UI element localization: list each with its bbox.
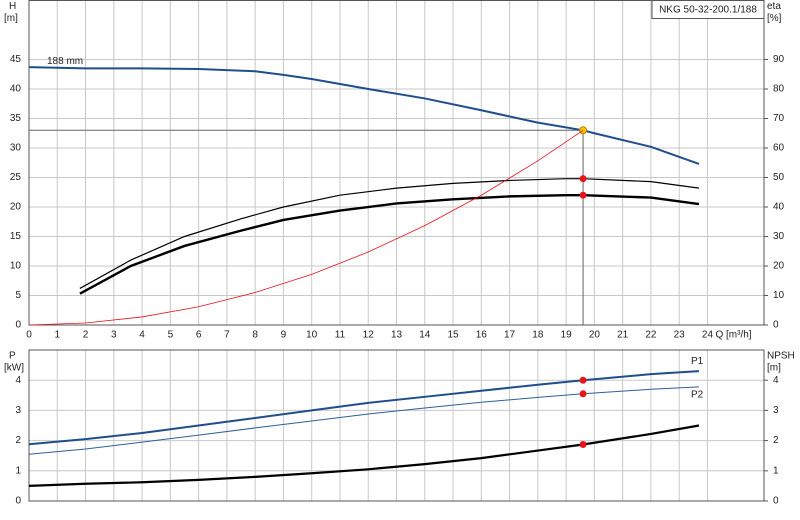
y-tick-label: 45 <box>10 54 22 65</box>
y2-tick-label: 40 <box>773 202 785 213</box>
x-tick-label: 17 <box>504 330 516 341</box>
y2-axis-label: NPSH <box>767 351 795 362</box>
x-tick-label: 11 <box>335 330 346 341</box>
y-tick-label: 1 <box>15 465 21 476</box>
x-tick-label: 20 <box>589 330 601 341</box>
x-tick-label: 6 <box>196 330 202 341</box>
x-tick-label: 5 <box>168 330 174 341</box>
y-tick-label: 0 <box>15 320 21 331</box>
curve <box>28 386 700 455</box>
y-tick-label: 30 <box>10 143 22 154</box>
plot-frame <box>28 349 765 502</box>
y2-tick-label: 2 <box>773 435 779 446</box>
x-tick-label: 19 <box>561 330 573 341</box>
x-tick-label: 0 <box>26 330 32 341</box>
duty-point <box>579 376 587 384</box>
x-tick-label: 3 <box>111 330 117 341</box>
y2-tick-label: 70 <box>773 113 785 124</box>
x-tick-label: 1 <box>54 330 60 341</box>
x-tick-label: 12 <box>363 330 375 341</box>
curve <box>79 194 700 295</box>
y2-tick-label: 80 <box>773 84 785 95</box>
y-tick-label: 15 <box>10 231 22 242</box>
y-axis-unit: [kW] <box>4 363 24 374</box>
x-tick-label: 23 <box>674 330 686 341</box>
y2-tick-label: 50 <box>773 172 785 183</box>
y-axis-label: P <box>9 351 16 362</box>
x-tick-label: 13 <box>391 330 403 341</box>
y-tick-label: 5 <box>15 290 21 301</box>
x-tick-label: 7 <box>224 330 230 341</box>
y2-tick-label: 20 <box>773 261 785 272</box>
x-tick-label: 9 <box>281 330 287 341</box>
y-tick-label: 35 <box>10 113 22 124</box>
title-box <box>651 0 765 19</box>
y2-tick-label: 0 <box>773 496 779 507</box>
duty-point <box>579 191 587 199</box>
y2-axis-unit: [m] <box>767 363 781 374</box>
y-axis-label: H <box>9 1 16 12</box>
duty-point <box>579 441 587 449</box>
y2-axis-label: eta <box>767 1 781 12</box>
curve <box>28 66 700 165</box>
duty-point <box>579 390 587 398</box>
y-tick-label: 40 <box>10 84 22 95</box>
y2-tick-label: 10 <box>773 290 785 301</box>
x-axis-label: Q [m³/h] <box>715 330 751 341</box>
y-tick-label: 20 <box>10 202 22 213</box>
duty-point <box>579 175 587 183</box>
y2-tick-label: 30 <box>773 231 785 242</box>
x-tick-label: 8 <box>252 330 258 341</box>
y-axis-unit: [m] <box>4 13 18 24</box>
y-tick-label: 2 <box>15 435 21 446</box>
x-tick-label: 10 <box>306 330 318 341</box>
y-tick-label: 3 <box>15 405 21 416</box>
y2-tick-label: 90 <box>773 54 785 65</box>
y2-tick-label: 1 <box>773 465 779 476</box>
series-label: P2 <box>691 389 704 400</box>
y2-tick-label: 4 <box>773 375 779 386</box>
x-tick-label: 14 <box>419 330 431 341</box>
y2-tick-label: 60 <box>773 143 785 154</box>
y2-tick-label: 3 <box>773 405 779 416</box>
series-label: 188 mm <box>47 56 83 67</box>
x-tick-label: 21 <box>617 330 629 341</box>
x-tick-label: 16 <box>476 330 488 341</box>
y2-axis-unit: [%] <box>767 13 782 24</box>
plot-frame <box>28 0 765 326</box>
curve <box>28 129 584 326</box>
x-tick-label: 15 <box>447 330 459 341</box>
chart-title: NKG 50-32-200.1/188 <box>659 5 757 16</box>
y2-tick-label: 0 <box>773 320 779 331</box>
x-tick-label: 22 <box>645 330 657 341</box>
y-tick-label: 25 <box>10 172 22 183</box>
x-tick-label: 24 <box>702 330 714 341</box>
curve <box>28 370 700 446</box>
x-tick-label: 18 <box>532 330 544 341</box>
y-tick-label: 0 <box>15 496 21 507</box>
y-tick-label: 10 <box>10 261 22 272</box>
y-tick-label: 4 <box>15 375 21 386</box>
series-label: P1 <box>691 356 704 367</box>
x-tick-label: 4 <box>139 330 145 341</box>
x-tick-label: 2 <box>83 330 89 341</box>
